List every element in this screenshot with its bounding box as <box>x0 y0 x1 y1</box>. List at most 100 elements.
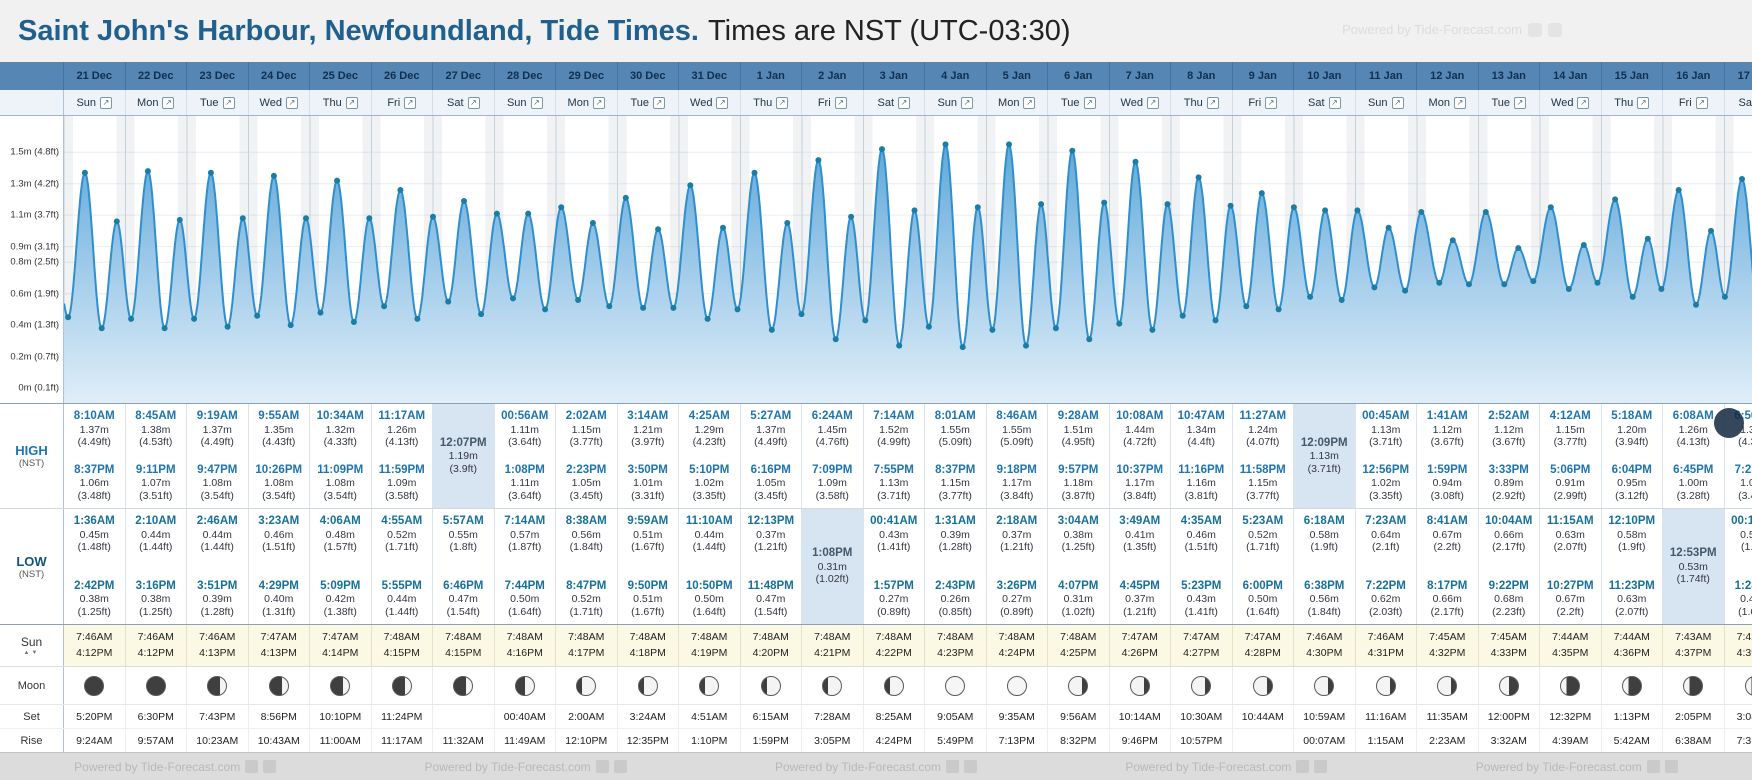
tide-time: 2:18AM <box>996 515 1038 527</box>
expand-day-icon[interactable]: ↗ <box>1577 96 1590 109</box>
expand-day-icon[interactable]: ↗ <box>716 96 729 109</box>
social-icon[interactable] <box>1528 22 1542 37</box>
expand-day-icon[interactable]: ↗ <box>404 96 417 109</box>
tide-height-ft: (1.74ft) <box>1676 573 1710 586</box>
high-tide-cell: 8:01AM 1.55m (5.09ft) 8:37PM 1.15m (3.77ft) <box>925 404 987 508</box>
expand-day-icon[interactable]: ↗ <box>285 96 298 109</box>
tide-time: 12:56PM <box>1362 463 1410 476</box>
social-icon[interactable] <box>245 760 259 773</box>
expand-day-icon[interactable]: ↗ <box>898 96 910 109</box>
day-name-label: Sun <box>76 96 97 109</box>
expand-day-icon[interactable]: ↗ <box>530 96 543 109</box>
social-icon[interactable] <box>1314 760 1328 773</box>
sunset-time: 4:13PM <box>260 646 297 659</box>
day-name-label: Sat <box>1738 96 1752 109</box>
moon-phase-cell <box>802 667 864 704</box>
expand-day-icon[interactable]: ↗ <box>345 96 358 109</box>
expand-day-icon[interactable]: ↗ <box>653 96 666 109</box>
social-icon[interactable] <box>595 760 609 773</box>
tide-time: 6:16PM <box>750 463 791 476</box>
moon-set-time: 10:14AM <box>1110 705 1171 728</box>
date-header-cell: 11 Jan <box>1356 62 1417 90</box>
expand-day-icon[interactable]: ↗ <box>1391 96 1404 109</box>
expand-day-icon[interactable]: ↗ <box>776 96 789 109</box>
tide-entry: 8:47PM 0.52m (1.71ft) <box>556 580 617 618</box>
moon-phase-icon <box>391 675 412 696</box>
moon-phase-cell <box>618 667 679 704</box>
expand-day-icon[interactable]: ↗ <box>592 96 605 109</box>
tide-height-ft: (1.67ft) <box>631 540 665 553</box>
moon-phase-cell <box>679 667 741 704</box>
social-icon[interactable] <box>1548 22 1562 37</box>
expand-day-icon[interactable]: ↗ <box>1083 96 1096 109</box>
sun-times-cell: 7:47AM 4:27PM <box>1171 625 1233 666</box>
day-header-cell: Thu ↗ <box>1602 90 1663 115</box>
sunset-time: 4:21PM <box>814 646 851 659</box>
tide-time: 8:38AM <box>565 515 607 527</box>
date-header-cell: 30 Dec <box>618 62 679 90</box>
tide-height-m: 1.37m <box>79 423 109 436</box>
tide-entry: 00:41AM 0.43m (1.41ft) <box>864 515 925 553</box>
expand-day-icon[interactable]: ↗ <box>1514 96 1527 109</box>
tide-time: 9:18PM <box>996 463 1037 476</box>
tide-time: 11:27AM <box>1239 410 1287 422</box>
tide-height-ft: (1.71ft) <box>569 605 603 618</box>
social-icon[interactable] <box>1296 760 1310 773</box>
moon-phase-cell <box>1540 667 1602 704</box>
tide-time: 2:52AM <box>1488 410 1530 422</box>
expand-day-icon[interactable]: ↗ <box>1146 96 1159 109</box>
social-icon[interactable] <box>946 760 960 773</box>
tide-height-m: 0.57m <box>510 528 540 541</box>
tide-height-m: 1.05m <box>571 477 601 490</box>
tide-time: 11:16PM <box>1178 463 1225 476</box>
sun-times-cell: 7:46AM 4:30PM <box>1294 625 1356 666</box>
expand-day-icon[interactable]: ↗ <box>1265 96 1278 109</box>
moon-phase-cell <box>372 667 433 704</box>
expand-day-icon[interactable]: ↗ <box>1453 96 1466 109</box>
tide-time: 7:14AM <box>873 410 915 422</box>
low-tide-cell: 2:10AM 0.44m (1.44ft) 3:16PM 0.38m (1.25ft) <box>126 509 187 624</box>
social-icon[interactable] <box>613 760 627 773</box>
tide-height-ft: (1.02ft) <box>1061 605 1095 618</box>
social-icon[interactable] <box>1646 760 1660 773</box>
tide-height-m: 0.63m <box>1617 593 1647 606</box>
social-icon[interactable] <box>1664 760 1678 773</box>
tide-time: 9:59AM <box>627 515 669 527</box>
expand-day-icon[interactable]: ↗ <box>961 96 974 109</box>
day-header-cell: Mon ↗ <box>987 90 1048 115</box>
tide-time: 10:08AM <box>1116 410 1164 422</box>
tide-time: 11:59PM <box>378 463 425 476</box>
tide-height-m: 1.12m <box>1494 423 1524 436</box>
tide-height-ft: (1.51ft) <box>262 540 296 553</box>
tide-height-m: 0.38m <box>1063 528 1093 541</box>
tide-height-ft: (3.58ft) <box>385 489 419 502</box>
sunset-time: 4:35PM <box>1552 646 1589 659</box>
tide-height-m: 0.44m <box>694 528 724 541</box>
expand-day-icon[interactable]: ↗ <box>100 96 113 109</box>
social-icon[interactable] <box>263 760 277 773</box>
tide-time: 3:51PM <box>197 579 238 592</box>
date-header-cell: 6 Jan <box>1048 62 1110 90</box>
tide-height-ft: (3.71ft) <box>1369 435 1403 448</box>
expand-day-icon[interactable]: ↗ <box>1023 96 1036 109</box>
moon-set-time: 8:25AM <box>864 705 925 728</box>
expand-day-icon[interactable]: ↗ <box>162 96 175 109</box>
moon-phase-cell <box>1663 667 1725 704</box>
expand-day-icon[interactable]: ↗ <box>1206 96 1219 109</box>
expand-day-icon[interactable]: ↗ <box>1328 96 1341 109</box>
social-icon[interactable] <box>964 760 978 773</box>
tide-time: 9:11PM <box>135 463 176 476</box>
expand-day-icon[interactable]: ↗ <box>1695 96 1708 109</box>
tide-time: 9:19AM <box>196 410 238 422</box>
expand-day-icon[interactable]: ↗ <box>834 96 847 109</box>
expand-day-icon[interactable]: ↗ <box>222 96 235 109</box>
tide-height-ft: (4.07ft) <box>1246 435 1280 448</box>
expand-day-icon[interactable]: ↗ <box>467 96 480 109</box>
watermark-text: Powered by Tide-Forecast.com <box>1342 22 1522 37</box>
tide-height-ft: (2.1ft) <box>1372 540 1400 553</box>
tide-entry: 6:16PM 1.05m (3.45ft) <box>741 464 802 502</box>
date-header-cell: 26 Dec <box>372 62 433 90</box>
tide-height-m: 0.94m <box>1432 477 1462 490</box>
expand-day-icon[interactable]: ↗ <box>1637 96 1650 109</box>
low-tide-cell: 7:23AM 0.64m (2.1ft) 7:22PM 0.62m (2.03ft) <box>1356 509 1417 624</box>
